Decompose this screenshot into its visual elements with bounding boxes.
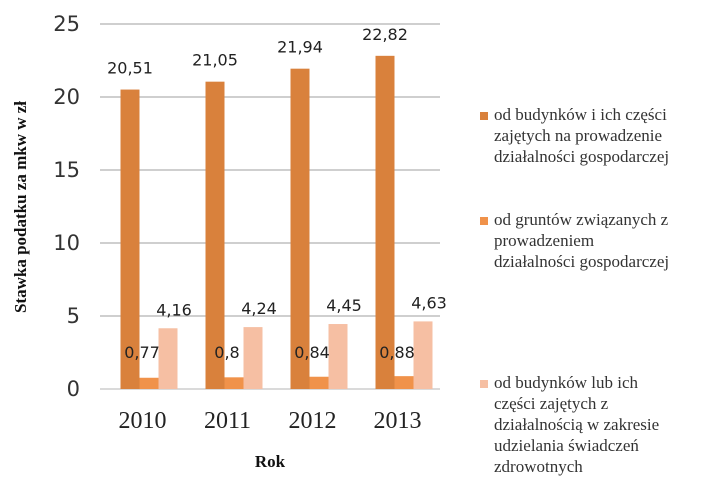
legend-swatch-2 bbox=[480, 217, 488, 225]
x-axis-title: Rok bbox=[255, 452, 286, 471]
data-label-series-1-2012: 21,94 bbox=[277, 38, 323, 57]
y-axis-title: Stawka podatku za mkw w zł bbox=[11, 101, 30, 313]
bar-series-2-2013 bbox=[395, 376, 414, 389]
bar-series-3-2012 bbox=[329, 324, 348, 389]
y-tick-label: 0 bbox=[67, 377, 80, 401]
y-tick-label: 10 bbox=[53, 231, 80, 255]
data-label-series-3-2012: 4,45 bbox=[326, 296, 362, 315]
x-tick-label: 2011 bbox=[204, 408, 251, 434]
x-tick-label: 2013 bbox=[374, 408, 422, 434]
y-tick-label: 20 bbox=[53, 85, 80, 109]
data-label-series-1-2011: 21,05 bbox=[192, 51, 238, 70]
legend: od budynków i ich części zajętych na prow… bbox=[480, 105, 669, 476]
legend-swatch-1 bbox=[480, 112, 488, 120]
x-axis-ticks: 2010 2011 2012 2013 bbox=[119, 408, 422, 434]
bars bbox=[121, 56, 433, 389]
bar-series-1-2013 bbox=[376, 56, 395, 389]
y-tick-label: 5 bbox=[67, 304, 80, 328]
x-tick-label: 2012 bbox=[289, 408, 337, 434]
bar-series-2-2012 bbox=[310, 377, 329, 389]
data-label-series-3-2011: 4,24 bbox=[241, 299, 277, 318]
y-tick-label: 25 bbox=[53, 12, 80, 36]
bar-series-3-2013 bbox=[414, 321, 433, 389]
bar-series-2-2011 bbox=[225, 377, 244, 389]
bar-series-2-2010 bbox=[140, 378, 159, 389]
y-axis-ticks: 0 5 10 15 20 25 bbox=[53, 12, 80, 401]
data-label-series-1-2013: 22,82 bbox=[362, 25, 408, 44]
y-tick-label: 15 bbox=[53, 158, 80, 182]
legend-label-3: od budynków lub ich części zajętych z dzia… bbox=[494, 373, 659, 476]
data-label-series-1-2010: 20,51 bbox=[107, 59, 153, 78]
legend-label-2: od gruntów związanych z prowadzeniem dział… bbox=[494, 210, 669, 271]
legend-swatch-3 bbox=[480, 380, 488, 388]
bar-series-3-2011 bbox=[244, 327, 263, 389]
x-tick-label: 2010 bbox=[119, 408, 167, 434]
bar-series-1-2012 bbox=[291, 69, 310, 389]
data-label-series-3-2010: 4,16 bbox=[156, 300, 192, 319]
data-label-series-2-2012: 0,84 bbox=[294, 343, 330, 362]
data-labels: 20,51 0,77 4,16 21,05 0,8 4,24 21,94 0,84 4,45 22… bbox=[107, 25, 447, 362]
bar-series-3-2010 bbox=[159, 328, 178, 389]
data-label-series-2-2010: 0,77 bbox=[124, 343, 160, 362]
data-label-series-2-2011: 0,8 bbox=[214, 343, 239, 362]
data-label-series-2-2013: 0,88 bbox=[379, 343, 415, 362]
legend-label-1: od budynków i ich części zajętych na prow… bbox=[494, 105, 669, 166]
data-label-series-3-2013: 4,63 bbox=[411, 293, 447, 312]
